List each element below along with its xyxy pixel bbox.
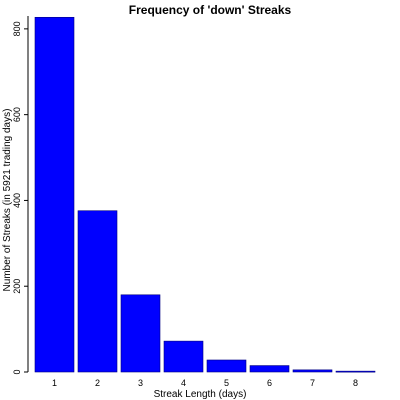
chart-title: Frequency of 'down' Streaks (129, 3, 292, 17)
x-tick-label: 1 (52, 378, 57, 388)
bar-1 (34, 16, 75, 373)
x-tick-label: 7 (310, 378, 315, 388)
x-axis-label: Streak Length (days) (154, 389, 247, 400)
y-tick-label: 600 (12, 107, 22, 122)
bar-2 (77, 210, 118, 373)
y-tick-label: 800 (12, 21, 22, 36)
x-tick-label: 5 (224, 378, 229, 388)
y-axis-ticks: 0 200 400 600 800 (12, 21, 28, 375)
y-axis-label: Number of Streaks (in 5921 trading days) (2, 109, 13, 292)
x-tick-label: 6 (267, 378, 272, 388)
y-tick-label: 0 (12, 369, 22, 374)
bar-3 (120, 294, 161, 373)
bar-5 (206, 359, 247, 373)
y-tick-label: 200 (12, 279, 22, 294)
bar-6 (249, 365, 290, 373)
bar-7 (292, 369, 333, 373)
x-tick-label: 8 (353, 378, 358, 388)
bars (34, 16, 376, 373)
bar-4 (163, 340, 204, 373)
y-tick-label: 400 (12, 193, 22, 208)
x-tick-label: 3 (138, 378, 143, 388)
x-axis-ticks: 1 2 3 4 5 6 7 8 (52, 378, 358, 388)
bar-8 (335, 370, 376, 373)
x-tick-label: 2 (95, 378, 100, 388)
x-tick-label: 4 (181, 378, 186, 388)
